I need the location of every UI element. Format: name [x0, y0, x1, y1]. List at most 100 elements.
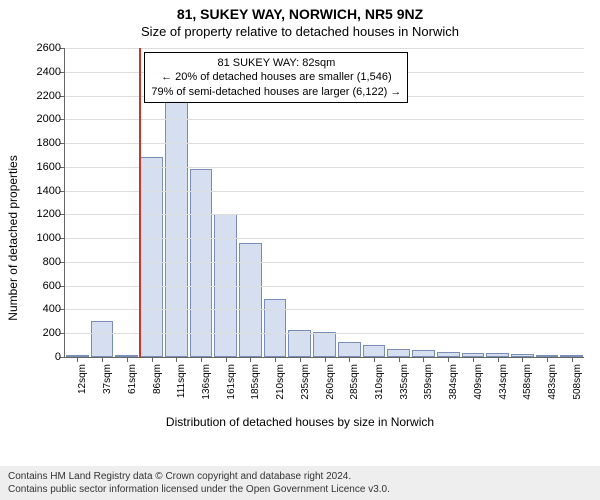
x-tick-label: 458sqm [522, 364, 533, 400]
histogram-bar [264, 299, 287, 357]
y-tick-label: 1400 [37, 185, 65, 197]
gridline [65, 309, 584, 310]
chart-container: Number of detached properties 12sqm37sqm… [0, 40, 600, 435]
annotation-line: 79% of semi-detached houses are larger (… [151, 85, 401, 99]
x-tick-label: 260sqm [325, 364, 336, 400]
x-tick-mark [152, 357, 153, 362]
footer-line-2: Contains public sector information licen… [8, 483, 592, 496]
x-tick: 37sqm [90, 357, 115, 417]
x-tick-mark [201, 357, 202, 362]
x-tick-mark [448, 357, 449, 362]
x-tick: 285sqm [337, 357, 362, 417]
x-tick-label: 111sqm [176, 364, 187, 398]
histogram-bar [239, 243, 262, 357]
gridline [65, 333, 584, 334]
y-tick-label: 2000 [37, 113, 65, 125]
marker-line [139, 48, 141, 357]
footer: Contains HM Land Registry data © Crown c… [0, 466, 600, 500]
x-tick: 434sqm [485, 357, 510, 417]
y-tick-label: 2600 [37, 42, 65, 54]
x-tick: 111sqm [164, 357, 189, 417]
x-tick: 235sqm [287, 357, 312, 417]
gridline [65, 286, 584, 287]
x-tick-label: 185sqm [250, 364, 261, 400]
x-tick: 210sqm [263, 357, 288, 417]
x-tick: 185sqm [238, 357, 263, 417]
x-tick-mark [473, 357, 474, 362]
x-tick-mark [374, 357, 375, 362]
y-tick-label: 2400 [37, 66, 65, 78]
annotation-line: 81 SUKEY WAY: 82sqm [151, 56, 401, 70]
x-tick-label: 285sqm [349, 364, 360, 400]
x-tick: 260sqm [312, 357, 337, 417]
x-tick: 384sqm [436, 357, 461, 417]
x-tick-mark [399, 357, 400, 362]
histogram-bar [140, 157, 163, 357]
x-tick-label: 310sqm [374, 364, 385, 400]
histogram-bar [313, 332, 336, 357]
x-tick-label: 86sqm [152, 364, 163, 394]
x-tick-mark [325, 357, 326, 362]
page-title: 81, SUKEY WAY, NORWICH, NR5 9NZ [0, 0, 600, 22]
x-tick-mark [127, 357, 128, 362]
gridline [65, 262, 584, 263]
y-tick-label: 1600 [37, 161, 65, 173]
x-tick-mark [572, 357, 573, 362]
x-tick-mark [522, 357, 523, 362]
gridline [65, 167, 584, 168]
page-subtitle: Size of property relative to detached ho… [0, 22, 600, 39]
x-tick-label: 210sqm [275, 364, 286, 400]
histogram-bar [190, 169, 213, 357]
gridline [65, 238, 584, 239]
y-axis-label: Number of detached properties [6, 155, 20, 320]
y-tick-label: 2200 [37, 90, 65, 102]
annotation-line: ← 20% of detached houses are smaller (1,… [151, 70, 401, 84]
x-tick-label: 161sqm [226, 364, 237, 400]
x-tick: 458sqm [510, 357, 535, 417]
x-tick-mark [349, 357, 350, 362]
y-tick-label: 0 [55, 351, 65, 363]
x-tick-label: 61sqm [127, 364, 138, 394]
y-tick-label: 600 [43, 280, 65, 292]
x-tick: 61sqm [114, 357, 139, 417]
x-tick-mark [226, 357, 227, 362]
x-tick-mark [275, 357, 276, 362]
histogram-bar [363, 345, 386, 357]
x-tick-label: 434sqm [498, 364, 509, 400]
x-tick-mark [176, 357, 177, 362]
x-tick-mark [250, 357, 251, 362]
x-tick-mark [300, 357, 301, 362]
histogram-bar [91, 321, 114, 357]
x-tick-label: 136sqm [201, 364, 212, 400]
plot-area: 12sqm37sqm61sqm86sqm111sqm136sqm161sqm18… [64, 48, 584, 358]
x-tick-label: 483sqm [547, 364, 558, 400]
y-tick-label: 800 [43, 256, 65, 268]
x-tick-mark [423, 357, 424, 362]
histogram-bar [338, 342, 361, 357]
histogram-bar [165, 101, 188, 357]
x-tick-label: 235sqm [300, 364, 311, 400]
x-tick-label: 384sqm [448, 364, 459, 400]
x-tick: 508sqm [559, 357, 584, 417]
x-tick: 335sqm [386, 357, 411, 417]
x-tick: 136sqm [189, 357, 214, 417]
x-tick-label: 335sqm [399, 364, 410, 400]
x-tick: 161sqm [213, 357, 238, 417]
y-tick-label: 200 [43, 327, 65, 339]
x-tick: 359sqm [411, 357, 436, 417]
gridline [65, 214, 584, 215]
x-tick: 86sqm [139, 357, 164, 417]
x-tick: 483sqm [535, 357, 560, 417]
y-tick-label: 1200 [37, 208, 65, 220]
x-tick-mark [77, 357, 78, 362]
y-tick-label: 400 [43, 303, 65, 315]
x-tick-mark [498, 357, 499, 362]
gridline [65, 119, 584, 120]
histogram-bar [387, 349, 410, 357]
x-ticks-group: 12sqm37sqm61sqm86sqm111sqm136sqm161sqm18… [65, 357, 584, 417]
y-tick-label: 1000 [37, 232, 65, 244]
x-tick: 409sqm [461, 357, 486, 417]
y-tick-label: 1800 [37, 137, 65, 149]
x-tick-mark [102, 357, 103, 362]
x-tick-label: 409sqm [473, 364, 484, 400]
